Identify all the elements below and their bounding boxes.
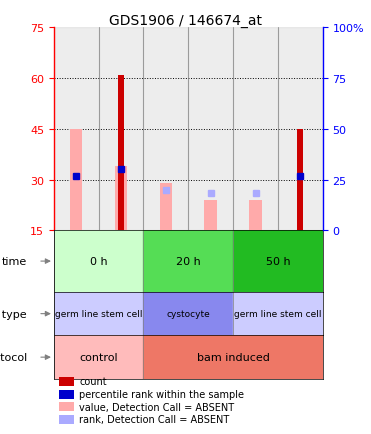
Bar [233, 231, 323, 292]
Bar [160, 184, 172, 231]
Bar [204, 201, 217, 231]
Bar [118, 76, 124, 231]
Bar [233, 292, 323, 335]
Bar [278, 28, 323, 231]
Text: percentile rank within the sample: percentile rank within the sample [79, 389, 244, 399]
Text: germ line stem cell: germ line stem cell [234, 309, 322, 319]
Text: GDS1906 / 146674_at: GDS1906 / 146674_at [109, 14, 262, 28]
Bar [54, 292, 144, 335]
Text: cell type: cell type [0, 309, 27, 319]
Text: bam induced: bam induced [197, 352, 270, 362]
Bar [54, 231, 144, 292]
FancyBboxPatch shape [59, 415, 74, 424]
Bar [144, 292, 233, 335]
Text: 50 h: 50 h [266, 256, 290, 266]
Text: 0 h: 0 h [90, 256, 108, 266]
Text: count: count [79, 377, 107, 387]
Bar [54, 28, 99, 231]
Bar [144, 28, 188, 231]
Text: cystocyte: cystocyte [167, 309, 210, 319]
Bar [298, 129, 303, 231]
Text: control: control [79, 352, 118, 362]
Bar [233, 28, 278, 231]
Text: value, Detection Call = ABSENT: value, Detection Call = ABSENT [79, 402, 234, 412]
Bar [249, 201, 262, 231]
Bar [70, 129, 82, 231]
Text: protocol: protocol [0, 352, 27, 362]
Bar [115, 167, 127, 231]
Bar [144, 231, 233, 292]
FancyBboxPatch shape [59, 402, 74, 411]
Bar [54, 335, 144, 379]
Bar [188, 28, 233, 231]
Bar [99, 28, 144, 231]
FancyBboxPatch shape [59, 377, 74, 386]
Bar [144, 335, 323, 379]
Text: germ line stem cell: germ line stem cell [55, 309, 142, 319]
FancyBboxPatch shape [59, 390, 74, 399]
Text: time: time [1, 256, 27, 266]
Text: rank, Detection Call = ABSENT: rank, Detection Call = ABSENT [79, 414, 230, 424]
Text: 20 h: 20 h [176, 256, 201, 266]
